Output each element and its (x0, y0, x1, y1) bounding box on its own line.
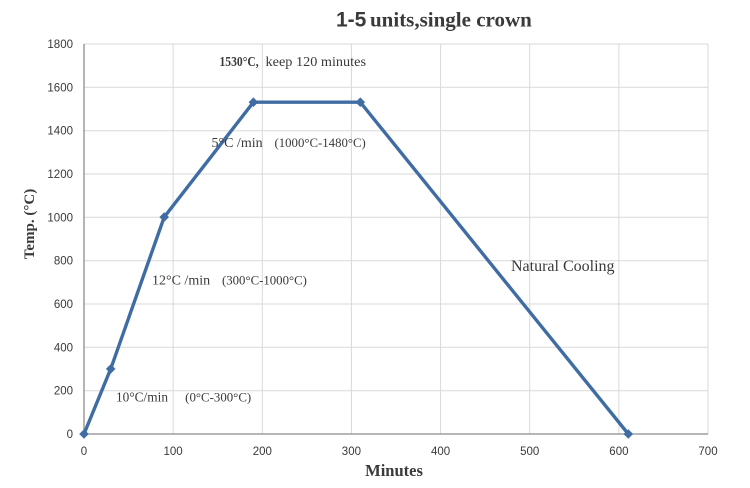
svg-text:0: 0 (67, 429, 73, 441)
svg-text:700: 700 (698, 446, 717, 458)
svg-text:keep 120 minutes: keep 120 minutes (266, 55, 367, 70)
svg-text:600: 600 (54, 299, 73, 311)
svg-text:10°C/min: 10°C/min (116, 390, 168, 405)
svg-text:(300°C-1000°C): (300°C-1000°C) (222, 274, 307, 288)
svg-text:5°C /min: 5°C /min (212, 136, 263, 151)
svg-text:Temp. (°C): Temp. (°C) (22, 189, 38, 259)
svg-text:1400: 1400 (47, 126, 73, 138)
svg-text:800: 800 (54, 256, 73, 268)
svg-text:200: 200 (54, 386, 73, 398)
svg-text:12°C /min: 12°C /min (152, 274, 210, 289)
svg-text:400: 400 (54, 342, 73, 354)
svg-text:Minutes: Minutes (365, 461, 423, 480)
svg-text:Natural Cooling: Natural Cooling (511, 258, 615, 275)
svg-text:600: 600 (609, 446, 628, 458)
svg-text:1000: 1000 (47, 212, 73, 224)
svg-text:400: 400 (431, 446, 450, 458)
svg-text:(1000°C-1480°C): (1000°C-1480°C) (275, 136, 366, 150)
svg-text:(0°C-300°C): (0°C-300°C) (185, 391, 251, 405)
svg-text:1600: 1600 (47, 82, 73, 94)
svg-text:1800: 1800 (47, 39, 73, 51)
svg-text:500: 500 (520, 446, 539, 458)
svg-text:200: 200 (253, 446, 272, 458)
svg-text:1530°C,: 1530°C, (220, 54, 259, 69)
svg-text:1200: 1200 (47, 169, 73, 181)
svg-text:300: 300 (342, 446, 361, 458)
svg-text:100: 100 (164, 446, 183, 458)
svg-text:0: 0 (81, 446, 87, 458)
